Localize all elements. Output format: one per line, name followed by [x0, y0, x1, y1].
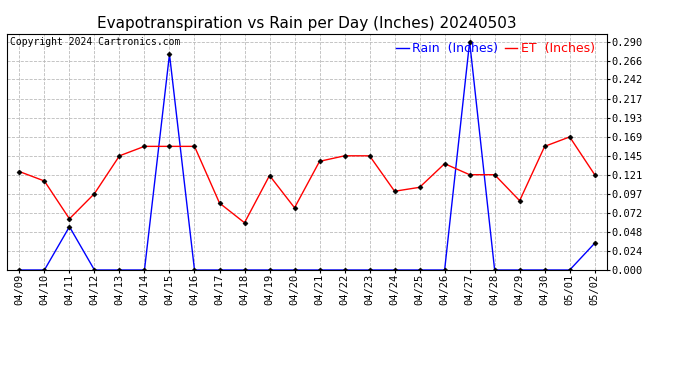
Legend: Rain  (Inches), ET  (Inches): Rain (Inches), ET (Inches)	[396, 42, 595, 56]
Title: Evapotranspiration vs Rain per Day (Inches) 20240503: Evapotranspiration vs Rain per Day (Inch…	[97, 16, 517, 31]
Text: Copyright 2024 Cartronics.com: Copyright 2024 Cartronics.com	[10, 37, 180, 47]
